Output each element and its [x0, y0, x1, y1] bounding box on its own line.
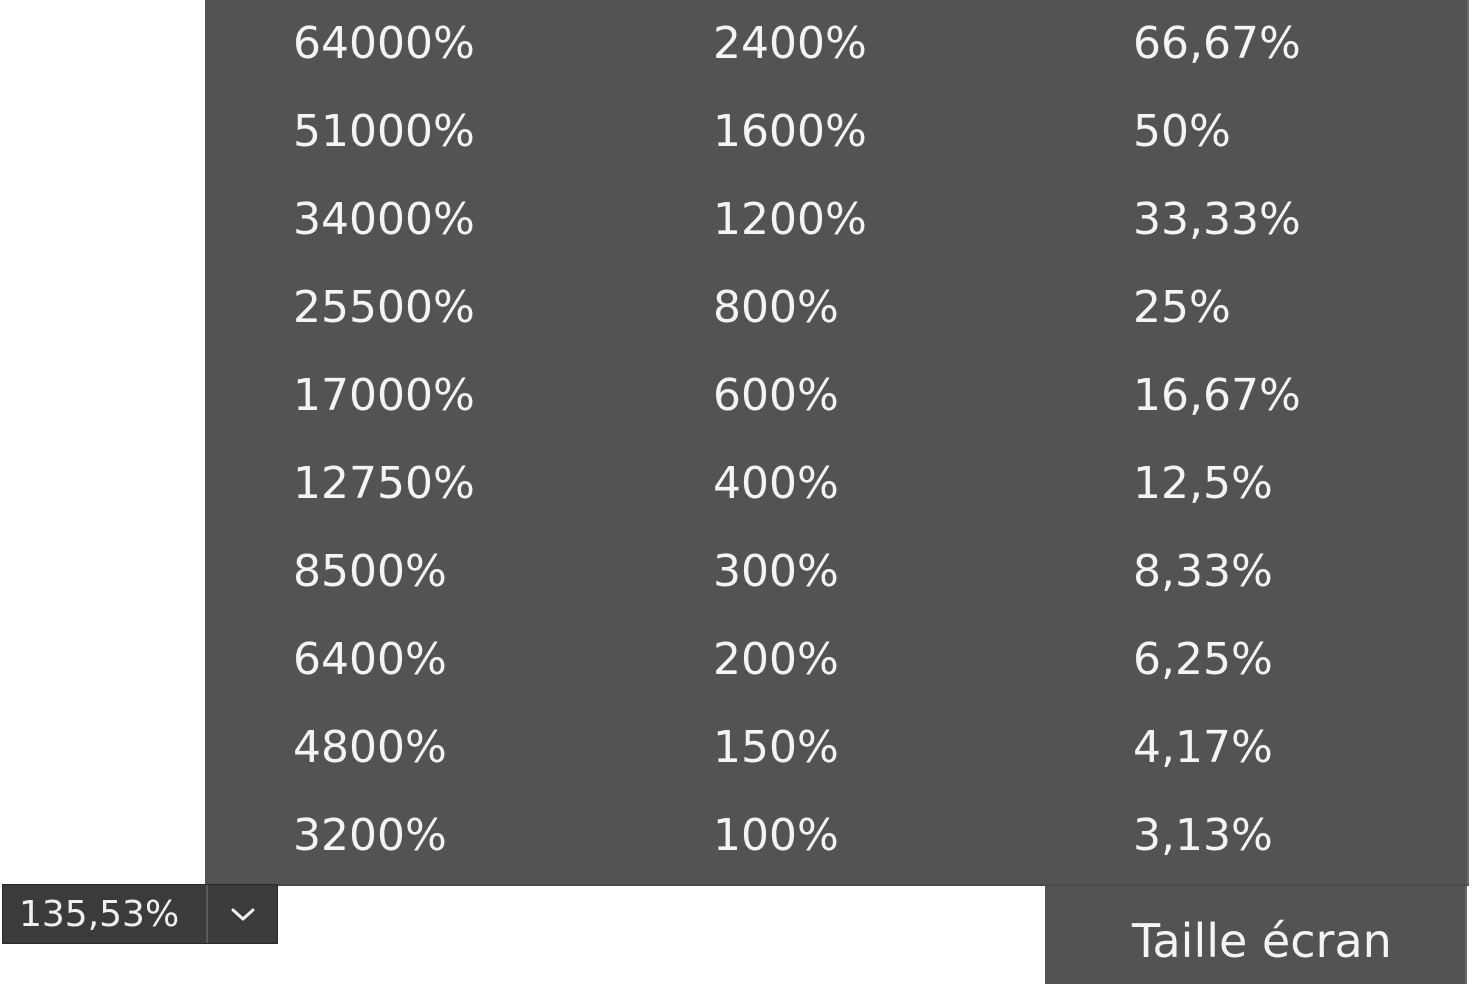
zoom-option[interactable]: 12750%: [293, 458, 475, 509]
zoom-option[interactable]: 200%: [713, 634, 839, 685]
zoom-option[interactable]: 400%: [713, 458, 839, 509]
zoom-option[interactable]: 64000%: [293, 18, 475, 69]
zoom-option[interactable]: 50%: [1133, 106, 1231, 157]
zoom-column-high: 64000% 51000% 34000% 25500% 17000% 12750…: [293, 0, 475, 880]
zoom-column-low: 66,67% 50% 33,33% 25% 16,67% 12,5% 8,33%…: [1133, 0, 1301, 880]
zoom-value-field[interactable]: 135,53%: [19, 894, 180, 935]
zoom-option[interactable]: 16,67%: [1133, 370, 1301, 421]
zoom-option[interactable]: 51000%: [293, 106, 475, 157]
zoom-option[interactable]: 4,17%: [1133, 722, 1273, 773]
zoom-option[interactable]: 8,33%: [1133, 546, 1273, 597]
zoom-option[interactable]: 25%: [1133, 282, 1231, 333]
zoom-option[interactable]: 100%: [713, 810, 839, 861]
chevron-down-icon: [231, 908, 255, 921]
zoom-option[interactable]: 3200%: [293, 810, 447, 861]
zoom-option[interactable]: 33,33%: [1133, 194, 1301, 245]
zoom-option[interactable]: 800%: [713, 282, 839, 333]
zoom-option[interactable]: 150%: [713, 722, 839, 773]
zoom-option[interactable]: 1200%: [713, 194, 867, 245]
zoom-option[interactable]: 1600%: [713, 106, 867, 157]
zoom-option[interactable]: 6400%: [293, 634, 447, 685]
zoom-option[interactable]: 25500%: [293, 282, 475, 333]
zoom-option[interactable]: 12,5%: [1133, 458, 1273, 509]
zoom-control: 135,53%: [2, 884, 278, 944]
fit-screen-panel: Taille écran: [1045, 886, 1467, 984]
zoom-option[interactable]: 4800%: [293, 722, 447, 773]
zoom-option[interactable]: 2400%: [713, 18, 867, 69]
zoom-option[interactable]: 300%: [713, 546, 839, 597]
zoom-option[interactable]: 600%: [713, 370, 839, 421]
zoom-control-divider: [206, 885, 208, 943]
zoom-option[interactable]: 8500%: [293, 546, 447, 597]
zoom-level-menu: 64000% 51000% 34000% 25500% 17000% 12750…: [205, 0, 1469, 886]
zoom-column-mid: 2400% 1600% 1200% 800% 600% 400% 300% 20…: [713, 0, 867, 880]
zoom-option[interactable]: 17000%: [293, 370, 475, 421]
zoom-option[interactable]: 6,25%: [1133, 634, 1273, 685]
fit-screen-option[interactable]: Taille écran: [1132, 914, 1392, 968]
zoom-option[interactable]: 66,67%: [1133, 18, 1301, 69]
zoom-option[interactable]: 34000%: [293, 194, 475, 245]
zoom-option[interactable]: 3,13%: [1133, 810, 1273, 861]
zoom-dropdown-button[interactable]: [208, 885, 278, 943]
